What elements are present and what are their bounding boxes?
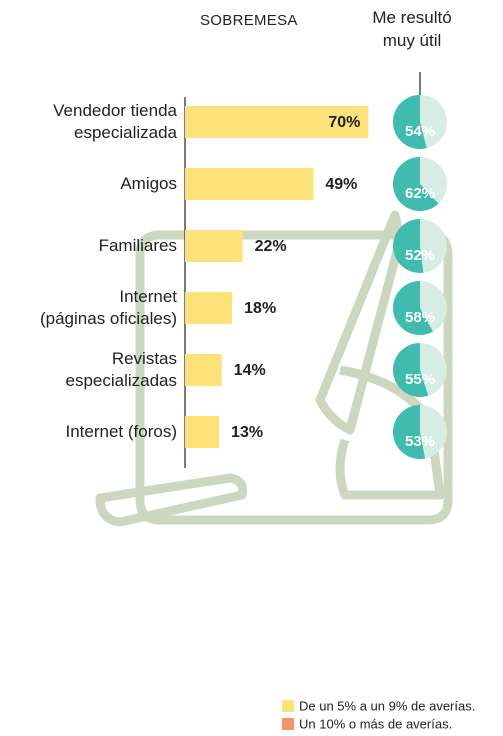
category-label: Internet (foros)	[0, 421, 177, 443]
category-label: Vendedor tienda especializada	[0, 100, 177, 144]
subtitle: Me resultó muy útil	[362, 6, 462, 52]
pie-label: 62%	[405, 185, 435, 202]
pie-label: 52%	[405, 247, 435, 264]
pie-label: 55%	[405, 371, 435, 388]
value-label: 13%	[231, 424, 263, 441]
bar	[185, 168, 313, 200]
legend-label: Un 10% o más de averías.	[299, 716, 452, 731]
category-label: Revistas especializadas	[0, 348, 177, 392]
category-label: Internet (páginas oficiales)	[0, 286, 177, 330]
chart-title: SOBREMESA	[200, 12, 298, 29]
bar	[185, 230, 243, 262]
value-label: 70%	[328, 114, 360, 131]
pie-label: 54%	[405, 123, 435, 140]
legend-swatch	[282, 718, 294, 730]
value-label: 22%	[255, 238, 287, 255]
bar	[185, 292, 232, 324]
bar	[185, 354, 222, 386]
legend-label: De un 5% a un 9% de averías.	[299, 698, 475, 713]
page: 70% 49% 22% 18% 14% 13% 54% 62% 52% 58% 55% 53% De u…	[0, 0, 503, 736]
category-label: Familiares	[0, 235, 177, 257]
value-label: 18%	[244, 300, 276, 317]
bar	[185, 416, 219, 448]
pie-label: 58%	[405, 309, 435, 326]
legend-swatch	[282, 700, 294, 712]
value-label: 14%	[234, 362, 266, 379]
value-label: 49%	[325, 176, 357, 193]
pie-label: 53%	[405, 433, 435, 450]
category-label: Amigos	[0, 173, 177, 195]
